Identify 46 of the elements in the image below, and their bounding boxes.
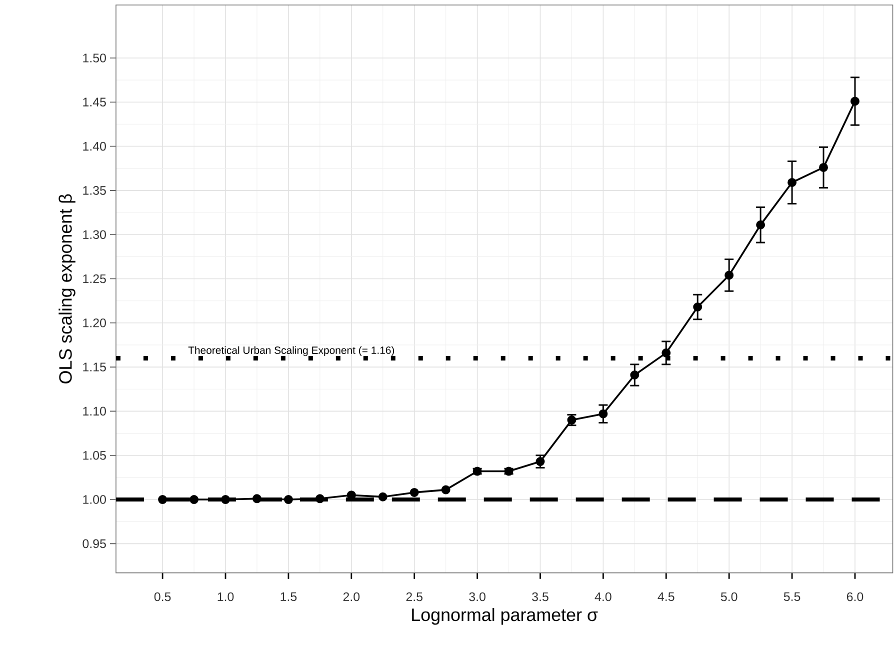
y-tick-label: 1.20	[83, 318, 106, 328]
x-tick-label: 1.0	[218, 592, 234, 602]
x-tick-label: 5.5	[784, 592, 800, 602]
point	[158, 495, 168, 504]
point	[190, 495, 199, 504]
point	[536, 457, 545, 466]
y-tick-label: 1.40	[83, 142, 106, 151]
point	[850, 96, 860, 106]
x-tick-label: 1.5	[280, 592, 297, 602]
point	[788, 178, 797, 188]
y-tick-label: 1.35	[83, 186, 106, 195]
y-axis-title: OLS scaling exponent β	[58, 194, 76, 384]
x-tick-label: 2.0	[343, 592, 360, 602]
y-tick-label: 1.50	[83, 54, 106, 62]
y-tick-label: 1.45	[83, 98, 106, 107]
x-tick-label: 3.5	[532, 592, 548, 602]
point	[756, 220, 766, 230]
point	[410, 488, 419, 498]
x-tick-label: 5.0	[720, 592, 738, 602]
y-tick-label: 0.95	[82, 539, 106, 548]
point	[819, 163, 828, 172]
point	[315, 494, 324, 504]
x-tick-label: 0.5	[154, 592, 171, 602]
point	[662, 348, 671, 358]
x-tick-label: 2.5	[406, 592, 422, 602]
x-tick-label: 3.0	[469, 592, 486, 602]
point	[630, 370, 640, 380]
y-tick-label: 1.05	[83, 451, 106, 460]
point	[441, 485, 450, 494]
y-tick-label: 1.25	[83, 274, 106, 284]
x-tick-label: 4.5	[658, 592, 674, 602]
point	[221, 495, 230, 504]
point	[598, 409, 608, 418]
ref-line-label: Theoretical Urban Scaling Exponent (= 1.16)	[188, 346, 394, 356]
y-tick-label: 1.10	[83, 406, 106, 416]
x-axis-title: Lognormal parameter σ	[412, 608, 598, 625]
y-tick-label: 1.00	[83, 495, 106, 504]
point	[724, 270, 734, 280]
x-tick-label: 4.0	[594, 592, 612, 602]
point	[252, 494, 262, 504]
point	[284, 495, 293, 504]
y-tick-label: 1.15	[83, 362, 106, 372]
point	[693, 302, 702, 312]
x-tick-label: 6.0	[846, 592, 864, 602]
y-tick-label: 1.30	[83, 230, 106, 240]
point	[378, 492, 388, 502]
